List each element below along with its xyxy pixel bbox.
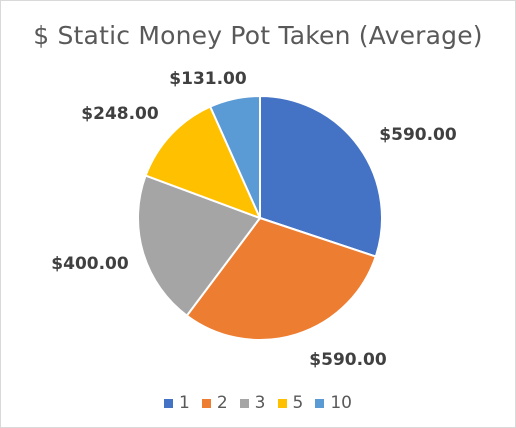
- data-label-2: $590.00: [309, 350, 387, 370]
- legend-item-2: 2: [202, 393, 228, 413]
- data-label-3: $400.00: [51, 254, 129, 274]
- legend-label: 1: [179, 393, 190, 413]
- legend-item-5: 5: [278, 393, 304, 413]
- legend-item-10: 10: [315, 393, 352, 413]
- legend-item-1: 1: [164, 393, 190, 413]
- legend-swatch: [240, 399, 249, 408]
- legend-label: 2: [217, 393, 228, 413]
- legend-swatch: [278, 399, 287, 408]
- legend-item-3: 3: [240, 393, 266, 413]
- legend-label: 10: [330, 393, 352, 413]
- legend-label: 5: [293, 393, 304, 413]
- data-label-1: $590.00: [379, 125, 457, 145]
- data-label-5: $248.00: [81, 104, 159, 124]
- legend-swatch: [315, 399, 324, 408]
- legend-swatch: [164, 399, 173, 408]
- data-label-10: $131.00: [169, 69, 247, 89]
- legend-label: 3: [255, 393, 266, 413]
- legend: 1 2 3 5 10: [1, 393, 515, 413]
- legend-swatch: [202, 399, 211, 408]
